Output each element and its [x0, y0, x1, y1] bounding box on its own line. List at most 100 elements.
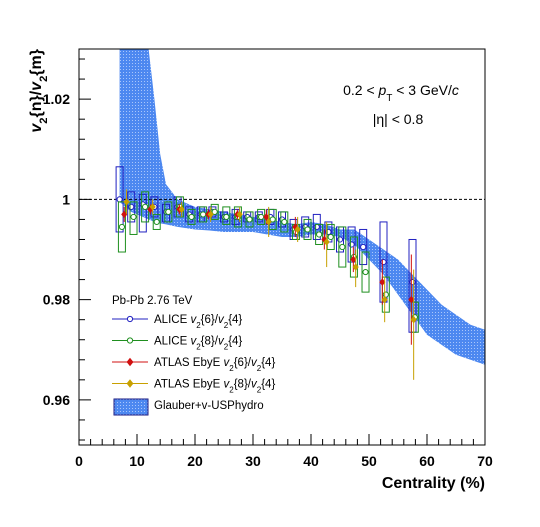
x-tick-label: 60	[419, 453, 435, 469]
data-point	[313, 223, 320, 231]
uncertainty-box	[164, 201, 173, 223]
uncertainty-box	[280, 211, 289, 233]
annotation-pt-range: 0.2 < pT < 3 GeV/c	[343, 82, 459, 104]
uncertainty-box	[312, 213, 321, 240]
x-tick-label: 20	[187, 453, 203, 469]
data-point	[200, 211, 207, 218]
data-point	[211, 208, 218, 216]
legend-label: Glauber+v-USPhydro	[154, 400, 264, 412]
data-point	[123, 197, 130, 206]
data-point	[339, 243, 346, 251]
uncertainty-box	[141, 191, 150, 223]
uncertainty-box	[115, 166, 124, 233]
legend-label: ATLAS EbyE v2{6}/v2{4}	[154, 357, 275, 373]
legend: ALICE v2{6}/v2{4} ALICE v2{8}/v2{4} ATLAS …	[112, 314, 275, 416]
legend-marker	[126, 315, 134, 323]
data-point	[165, 208, 172, 216]
data-point	[323, 238, 330, 246]
legend-entry-hydro: Glauber+v-USPhydro	[113, 398, 264, 416]
uncertainty-box	[326, 223, 335, 251]
legend-label: ATLAS EbyE v2{8}/v2{4}	[154, 379, 275, 395]
series-atlas84	[123, 189, 417, 380]
data-point	[381, 295, 388, 304]
y-axis-title: v2{n}/v2{m}	[28, 49, 50, 133]
data-point	[223, 213, 230, 221]
data-point	[336, 236, 344, 243]
legend-entry-alice64: ALICE v2{6}/v2{4}	[112, 314, 242, 330]
x-tick-label: 40	[303, 453, 319, 469]
hydro-band-layer	[119, 49, 485, 365]
uncertainty-box	[129, 201, 138, 235]
legend-label: ALICE v2{8}/v2{4}	[154, 336, 242, 352]
y-tick-label: 0.98	[43, 292, 70, 308]
data-point	[236, 210, 243, 219]
data-point	[316, 231, 323, 238]
y-tick-label: 1	[62, 191, 70, 207]
data-marks-layer	[115, 166, 419, 380]
hydro-band	[119, 49, 485, 365]
data-point	[269, 216, 276, 223]
data-point	[362, 268, 369, 276]
uncertainty-box	[349, 236, 358, 278]
axes-layer: 0 10 20 30 40 50 60 70 0.96 0.98 1 1.02	[43, 58, 493, 469]
data-point	[348, 241, 355, 248]
uncertainty-box	[152, 213, 161, 230]
data-point	[118, 223, 126, 231]
x-axis-title: Centrality (%)	[382, 475, 485, 492]
x-tick-label: 30	[245, 453, 261, 469]
uncertainty-box	[245, 211, 254, 228]
uncertainty-box	[303, 218, 312, 240]
uncertainty-box	[222, 206, 231, 225]
legend-marker	[126, 357, 134, 367]
uncertainty-box	[138, 193, 147, 233]
uncertainty-box	[379, 221, 388, 303]
uncertainty-box	[117, 201, 126, 253]
legend-marker	[126, 379, 134, 388]
data-point	[153, 218, 160, 226]
x-tick-label: 10	[129, 453, 145, 469]
uncertainty-box	[361, 251, 370, 293]
uncertainty-box	[187, 208, 196, 225]
uncertainty-box	[359, 228, 368, 266]
x-tick-label: 50	[361, 453, 377, 469]
data-point	[409, 278, 416, 286]
data-point	[246, 216, 253, 223]
data-point	[382, 291, 389, 298]
y-tick-label: 0.96	[43, 392, 70, 408]
plot-frame	[78, 48, 486, 446]
annotation-eta-range: |η| < 0.8	[373, 111, 424, 127]
data-point	[128, 203, 135, 210]
y-tick-label: 1.02	[43, 91, 70, 107]
uncertainty-box	[175, 196, 184, 218]
data-point	[258, 213, 265, 221]
uncertainty-box	[233, 206, 242, 228]
data-point	[294, 225, 301, 234]
legend-entry-atlas64: ATLAS EbyE v2{6}/v2{4}	[112, 357, 275, 373]
data-point	[188, 213, 195, 221]
uncertainty-box	[127, 191, 136, 223]
data-point	[130, 213, 137, 221]
data-point	[352, 263, 359, 271]
data-point	[142, 203, 149, 210]
x-tick-label: 70	[477, 453, 493, 469]
data-point	[178, 205, 185, 214]
data-point	[327, 233, 334, 241]
legend-entry-atlas84: ATLAS EbyE v2{8}/v2{4}	[112, 379, 275, 395]
data-point	[207, 210, 214, 219]
data-point	[265, 218, 272, 226]
uncertainty-box	[338, 226, 347, 268]
legend-marker	[126, 337, 134, 344]
data-point	[360, 243, 367, 251]
legend-label: ALICE v2{6}/v2{4}	[154, 314, 242, 330]
data-point	[116, 196, 123, 203]
data-point	[281, 218, 288, 226]
annotation-collision-system: Pb-Pb 2.76 TeV	[112, 295, 193, 307]
data-point	[410, 315, 417, 324]
x-tick-label: 0	[75, 453, 83, 469]
legend-swatch	[113, 398, 149, 416]
uncertainty-box	[315, 223, 324, 245]
data-point	[380, 258, 387, 266]
data-point	[149, 202, 156, 211]
data-point	[304, 226, 311, 233]
